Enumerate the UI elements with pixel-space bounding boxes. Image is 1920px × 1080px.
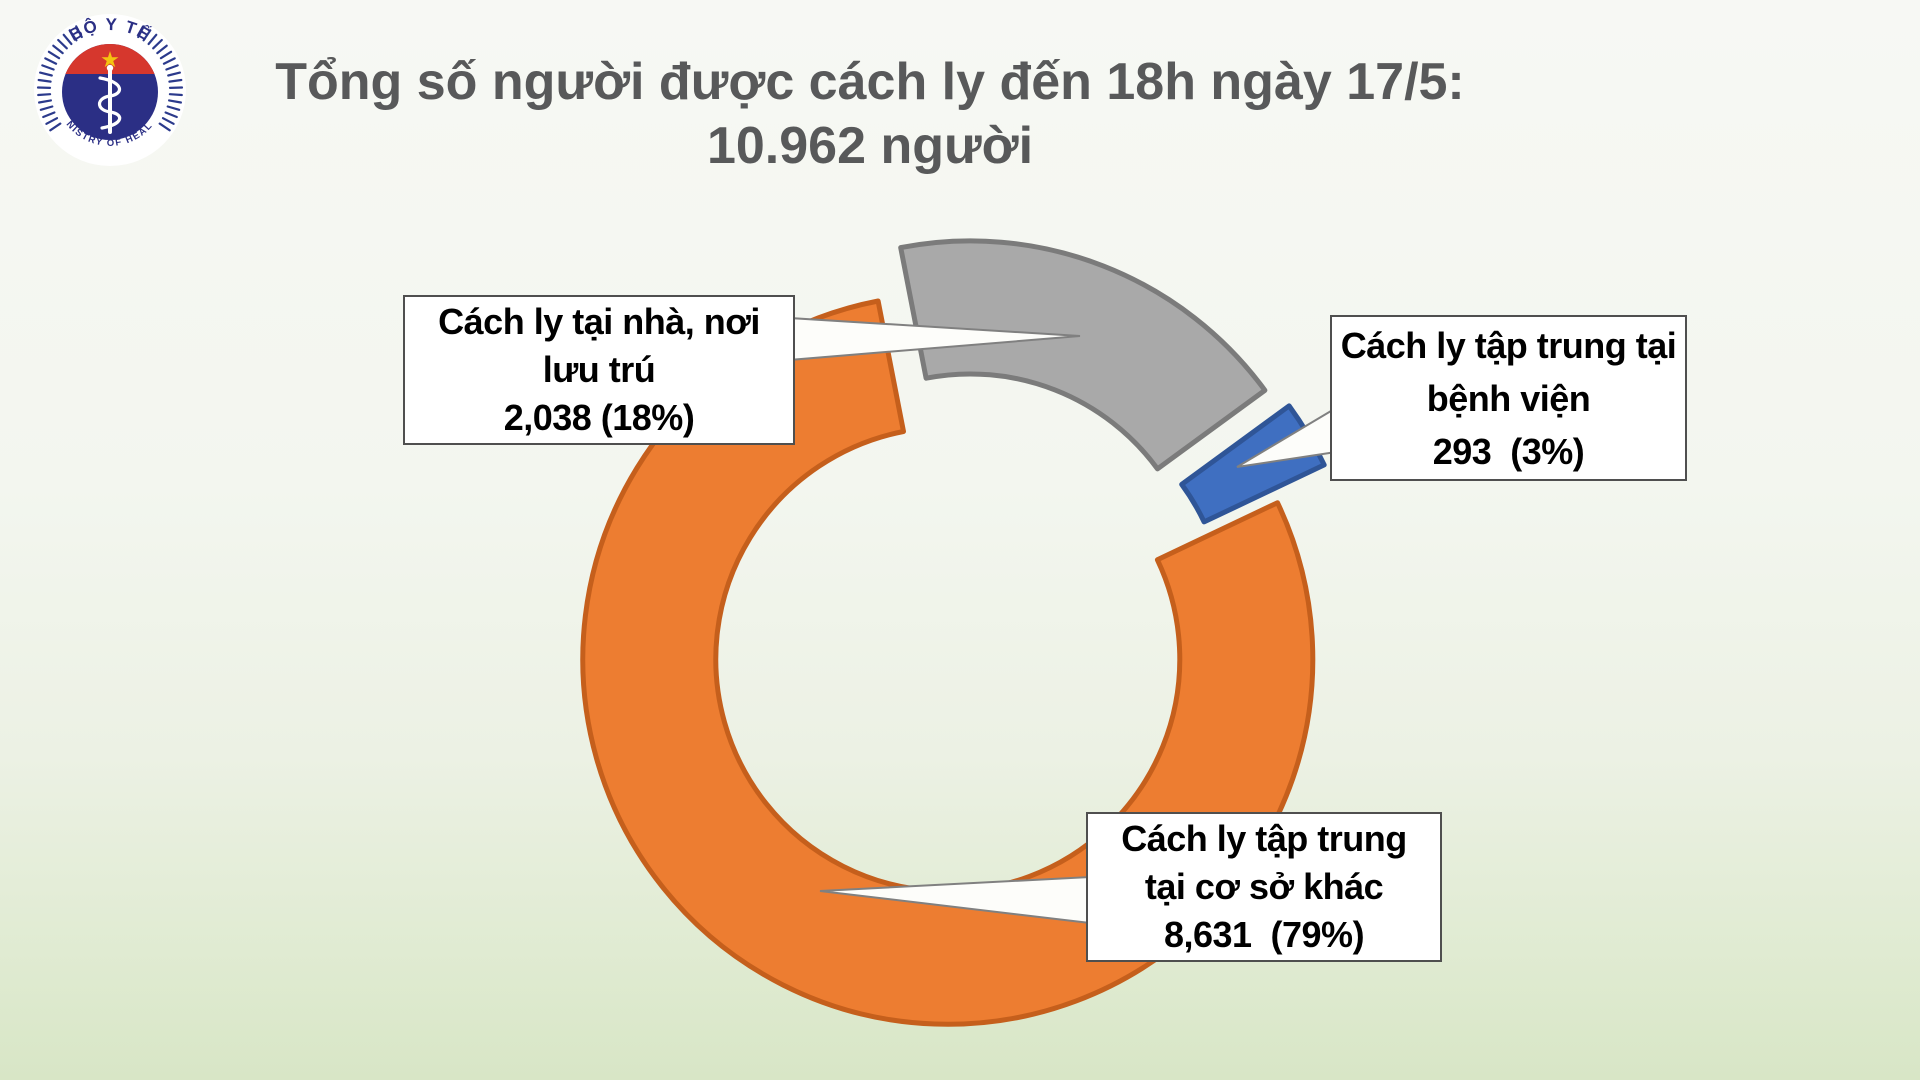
logo-ray xyxy=(37,93,52,97)
logo-ray xyxy=(166,105,181,111)
logo-ray xyxy=(42,111,56,119)
moh-logo: BỘ Y TẾ ★ MINISTRY OF HEALTH xyxy=(28,6,186,166)
logo-ray xyxy=(168,99,182,104)
callout-box-home-quarantine: Cách ly tại nhà, nơi lưu trú 2,038 (18%) xyxy=(403,295,795,445)
logo-ray xyxy=(37,78,52,83)
logo-ray xyxy=(38,99,52,104)
logo-ray xyxy=(52,44,64,55)
logo-ray xyxy=(142,29,152,42)
logo-star-icon: ★ xyxy=(100,47,120,72)
logo-flag-band xyxy=(65,43,155,74)
callout-label-line: Cách ly tập trung xyxy=(1121,818,1407,859)
logo-ray xyxy=(45,117,59,125)
callout-box-hospital-quarantine: Cách ly tập trung tại bệnh viện 293 (3%) xyxy=(1330,315,1687,481)
callout-label-line: bệnh viện xyxy=(1426,377,1591,419)
logo-ray xyxy=(39,105,54,111)
logo-ray xyxy=(156,44,168,55)
logo-ray xyxy=(167,71,181,77)
logo-ray xyxy=(161,117,175,125)
callout-label-line: tại cơ sở khác xyxy=(1144,866,1384,907)
logo-ray xyxy=(137,25,145,39)
logo-ray xyxy=(165,64,179,71)
callout-box-other-facility-quarantine: Cách ly tập trung tại cơ sở khác 8,631 (… xyxy=(1086,812,1442,962)
logo-ray xyxy=(47,50,61,60)
logo-ray xyxy=(41,64,55,71)
logo-ray xyxy=(168,78,183,83)
logo-ray xyxy=(168,93,183,97)
slice-home-quarantine xyxy=(898,238,1268,472)
logo-ray xyxy=(158,122,171,132)
logo-ray xyxy=(49,122,62,132)
logo-rays xyxy=(36,25,184,132)
logo-ray xyxy=(44,57,58,65)
logo-ray xyxy=(159,50,173,60)
logo-ray xyxy=(39,71,53,77)
logo-ray xyxy=(162,57,176,65)
chart-title-line2: 10.962 người xyxy=(706,117,1034,175)
logo-ray xyxy=(75,25,83,39)
callout-label-line: lưu trú xyxy=(542,349,656,390)
chart-title-line1: Tổng số người được cách ly đến 18h ngày … xyxy=(275,53,1465,111)
logo-ray xyxy=(62,33,73,46)
logo-ray xyxy=(164,111,178,119)
chart-title: Tổng số người được cách ly đến 18h ngày … xyxy=(230,50,1510,178)
logo-ray xyxy=(57,38,68,50)
logo-ray xyxy=(68,29,78,42)
logo-staff-of-asclepius-icon xyxy=(97,64,122,134)
callout-value: 8,631 (79%) xyxy=(1163,914,1365,955)
callout-value: 2,038 (18%) xyxy=(503,397,695,438)
logo-ray xyxy=(147,33,158,46)
logo-ray xyxy=(152,38,163,50)
callout-label-line: Cách ly tập trung tại xyxy=(1340,324,1677,366)
callout-value: 293 (3%) xyxy=(1432,430,1585,472)
callout-label-line: Cách ly tại nhà, nơi xyxy=(438,301,760,342)
